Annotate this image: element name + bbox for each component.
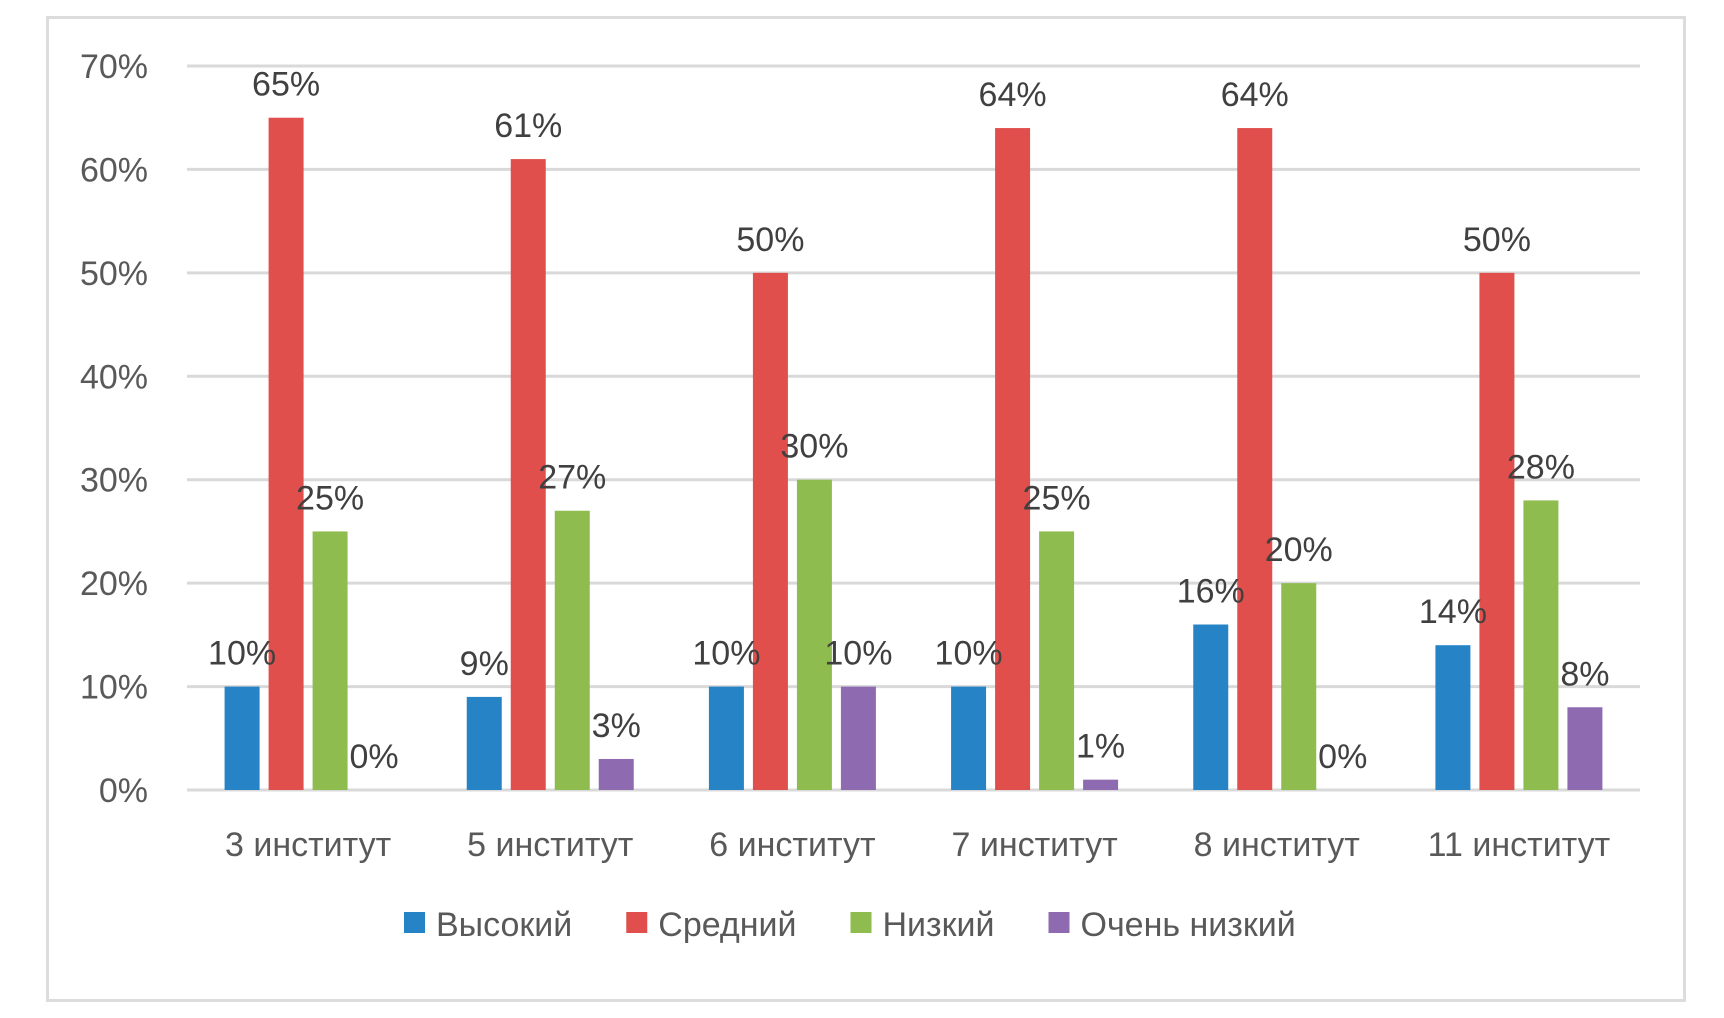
bar (312, 531, 348, 790)
data-label: 64% (1221, 76, 1289, 114)
y-tick-label: 10% (80, 669, 148, 707)
data-label: 25% (296, 479, 364, 517)
y-tick-label: 0% (99, 772, 148, 810)
bar (1193, 624, 1229, 790)
bar (1479, 272, 1515, 790)
category-label: 3 институт (225, 826, 391, 864)
legend-label: Очень низкий (1081, 906, 1296, 944)
bar (1567, 707, 1603, 790)
bar (752, 272, 788, 790)
bar (951, 686, 987, 790)
legend-swatch (850, 912, 872, 933)
category-label: 7 институт (951, 826, 1117, 864)
data-label: 9% (460, 645, 509, 683)
y-tick-label: 20% (80, 565, 148, 603)
legend-label: Высокий (436, 906, 572, 944)
bar (995, 128, 1031, 791)
bar (598, 758, 634, 790)
data-label: 0% (1318, 738, 1367, 776)
bar (466, 696, 502, 790)
y-axis-ticks: 0% 10% 20% 30% 40% 50% 60% 70% (80, 48, 148, 810)
x-axis-categories: 3 институт 5 институт 6 институт 7 институт… (225, 826, 1610, 864)
data-label: 10% (692, 635, 760, 673)
data-label: 3% (592, 707, 641, 745)
data-label: 10% (935, 635, 1003, 673)
y-tick-label: 50% (80, 255, 148, 293)
bar (1083, 779, 1119, 790)
bar (1435, 645, 1471, 790)
data-label: 0% (350, 738, 399, 776)
bar (224, 686, 260, 790)
bar (554, 510, 590, 790)
legend-label: Низкий (883, 906, 995, 944)
y-tick-label: 30% (80, 462, 148, 500)
gridlines (187, 64, 1640, 792)
category-label: 8 институт (1194, 826, 1360, 864)
data-label: 50% (1463, 221, 1531, 259)
legend: Высокий Средний Низкий Очень низкий (404, 906, 1296, 944)
data-label: 65% (252, 66, 320, 104)
bar (510, 159, 546, 791)
data-label: 64% (979, 76, 1047, 114)
bar (1237, 128, 1273, 791)
category-label: 5 институт (467, 826, 633, 864)
data-label: 1% (1076, 728, 1125, 766)
bar (840, 686, 876, 790)
legend-label: Средний (658, 906, 796, 944)
y-tick-label: 70% (80, 48, 148, 86)
bar (796, 479, 832, 790)
data-label: 25% (1023, 479, 1091, 517)
bars (224, 117, 1603, 791)
data-label: 14% (1419, 593, 1487, 631)
category-label: 11 институт (1428, 826, 1611, 864)
y-tick-label: 40% (80, 358, 148, 396)
data-label: 8% (1560, 655, 1609, 693)
legend-swatch (626, 912, 648, 933)
category-label: 6 институт (709, 826, 875, 864)
bar (708, 686, 744, 790)
data-label: 28% (1507, 448, 1575, 486)
data-labels: 10% 65% 25% 0% 9% 61% 27% 3% 10% 50% 30% 10% 10% 64% 2… (208, 66, 1609, 776)
data-label: 10% (824, 635, 892, 673)
bar (1523, 500, 1559, 790)
data-label: 27% (538, 459, 606, 497)
bar (268, 117, 304, 790)
data-label: 61% (494, 107, 562, 145)
data-label: 50% (736, 221, 804, 259)
bar (1281, 583, 1317, 790)
bar (1039, 531, 1075, 790)
data-label: 10% (208, 635, 276, 673)
data-label: 16% (1177, 573, 1245, 611)
legend-swatch (1048, 912, 1070, 933)
chart-frame (46, 16, 1686, 1002)
data-label: 30% (780, 428, 848, 466)
data-label: 20% (1265, 531, 1333, 569)
y-tick-label: 60% (80, 151, 148, 189)
legend-swatch (404, 912, 425, 933)
